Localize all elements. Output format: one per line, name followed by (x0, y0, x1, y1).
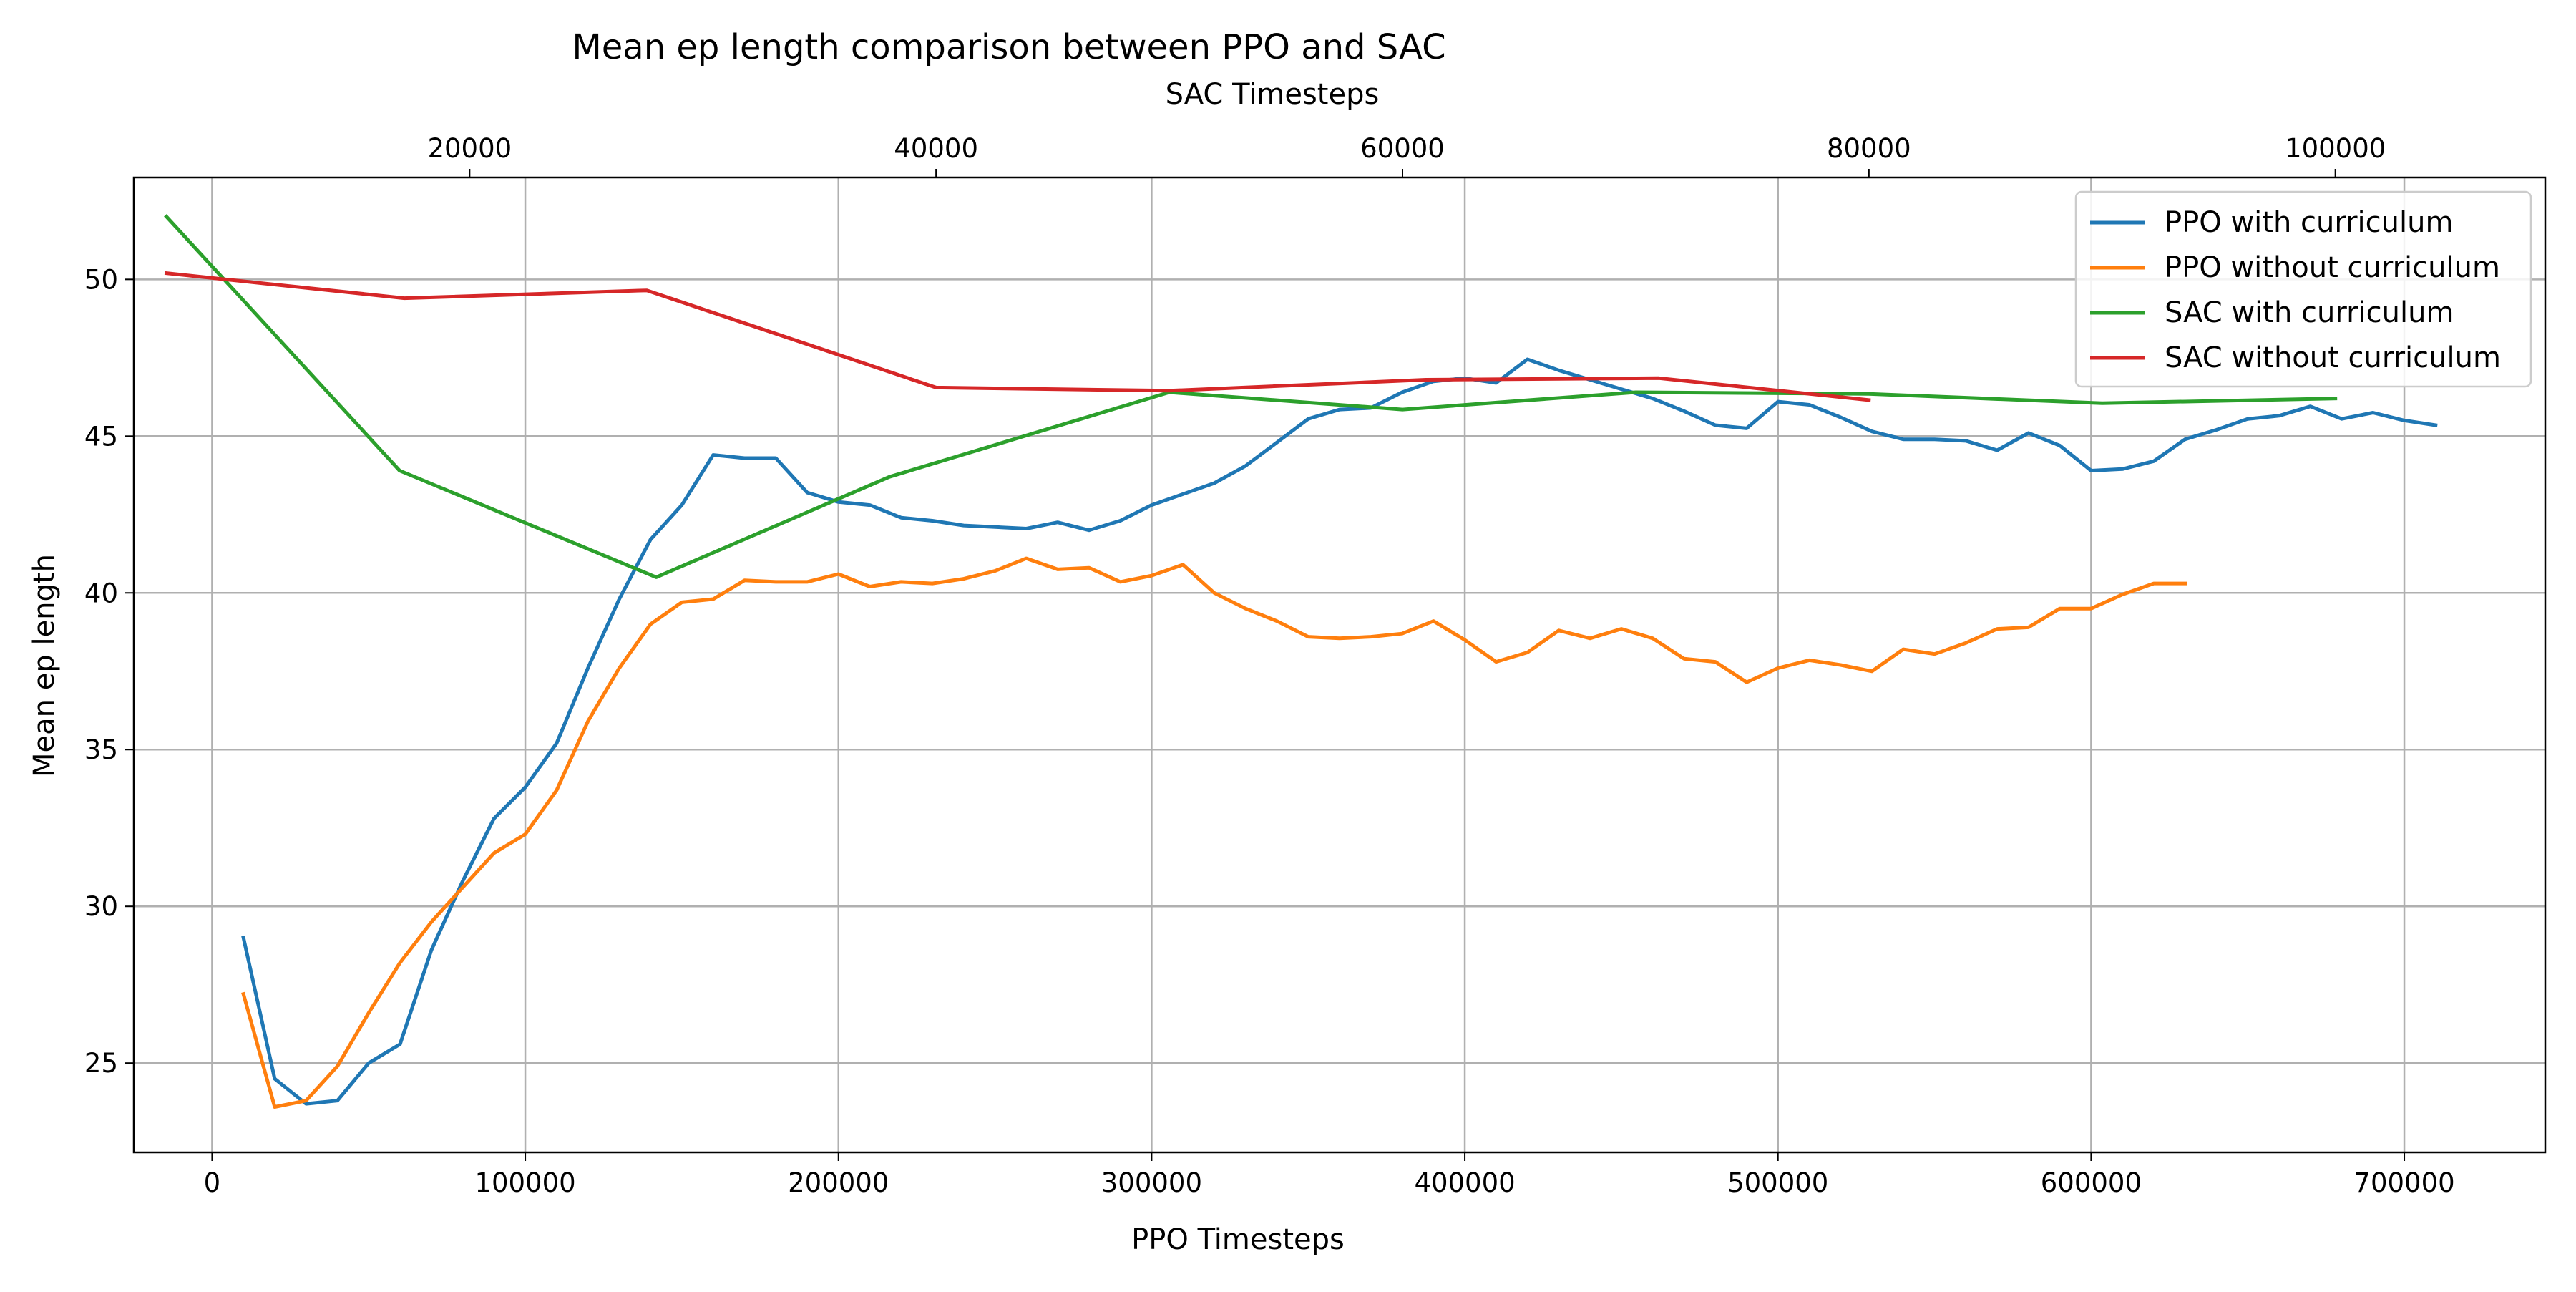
legend-label: SAC with curriculum (2165, 296, 2454, 329)
series-line-sac-with-curriculum (164, 214, 2338, 579)
y-axis-label: Mean ep length (28, 554, 61, 777)
legend-label: PPO with curriculum (2165, 206, 2453, 239)
plot-frame (132, 176, 2547, 1154)
x-tick-label: 300000 (1101, 1167, 1202, 1198)
x-tick-label: 700000 (2353, 1167, 2454, 1198)
x-tick-label: 100000 (474, 1167, 575, 1198)
legend-label: PPO without curriculum (2165, 251, 2500, 284)
y-tick-label: 40 (84, 578, 118, 608)
x-tick-label: 0 (204, 1167, 221, 1198)
x-tick-label: 400000 (1414, 1167, 1515, 1198)
x-axis-label: PPO Timesteps (1131, 1223, 1345, 1256)
x-tick-label: 200000 (788, 1167, 889, 1198)
top-x-tick-label: 40000 (894, 133, 978, 164)
series-line-ppo-without-curriculum (241, 556, 2187, 1109)
x-tick-label: 500000 (1727, 1167, 1828, 1198)
legend-box (2074, 190, 2532, 388)
chart-title: Mean ep length comparison between PPO an… (572, 27, 1445, 67)
axes: 0 100000 200000 300000 400000 500000 600000 700… (84, 133, 2455, 1198)
y-tick-label: 35 (84, 734, 118, 765)
series-lines (164, 214, 2438, 1109)
top-x-tick-label: 80000 (1827, 133, 1911, 164)
legend-label: SAC without curriculum (2165, 341, 2501, 374)
top-x-axis-label: SAC Timesteps (1166, 78, 1380, 111)
y-tick-label: 25 (84, 1048, 118, 1079)
top-x-tick-label: 100000 (2285, 133, 2386, 164)
y-tick-label: 50 (84, 264, 118, 295)
x-tick-label: 600000 (2041, 1167, 2142, 1198)
y-tick-label: 45 (84, 421, 118, 452)
series-line-ppo-with-curriculum (241, 357, 2438, 1106)
top-x-tick-label: 20000 (427, 133, 512, 164)
y-tick-label: 30 (84, 891, 118, 922)
series-line-sac-without-curriculum (164, 271, 1871, 402)
legend: PPO with curriculum PPO without curriculu… (2074, 190, 2532, 388)
top-x-tick-label: 60000 (1360, 133, 1445, 164)
